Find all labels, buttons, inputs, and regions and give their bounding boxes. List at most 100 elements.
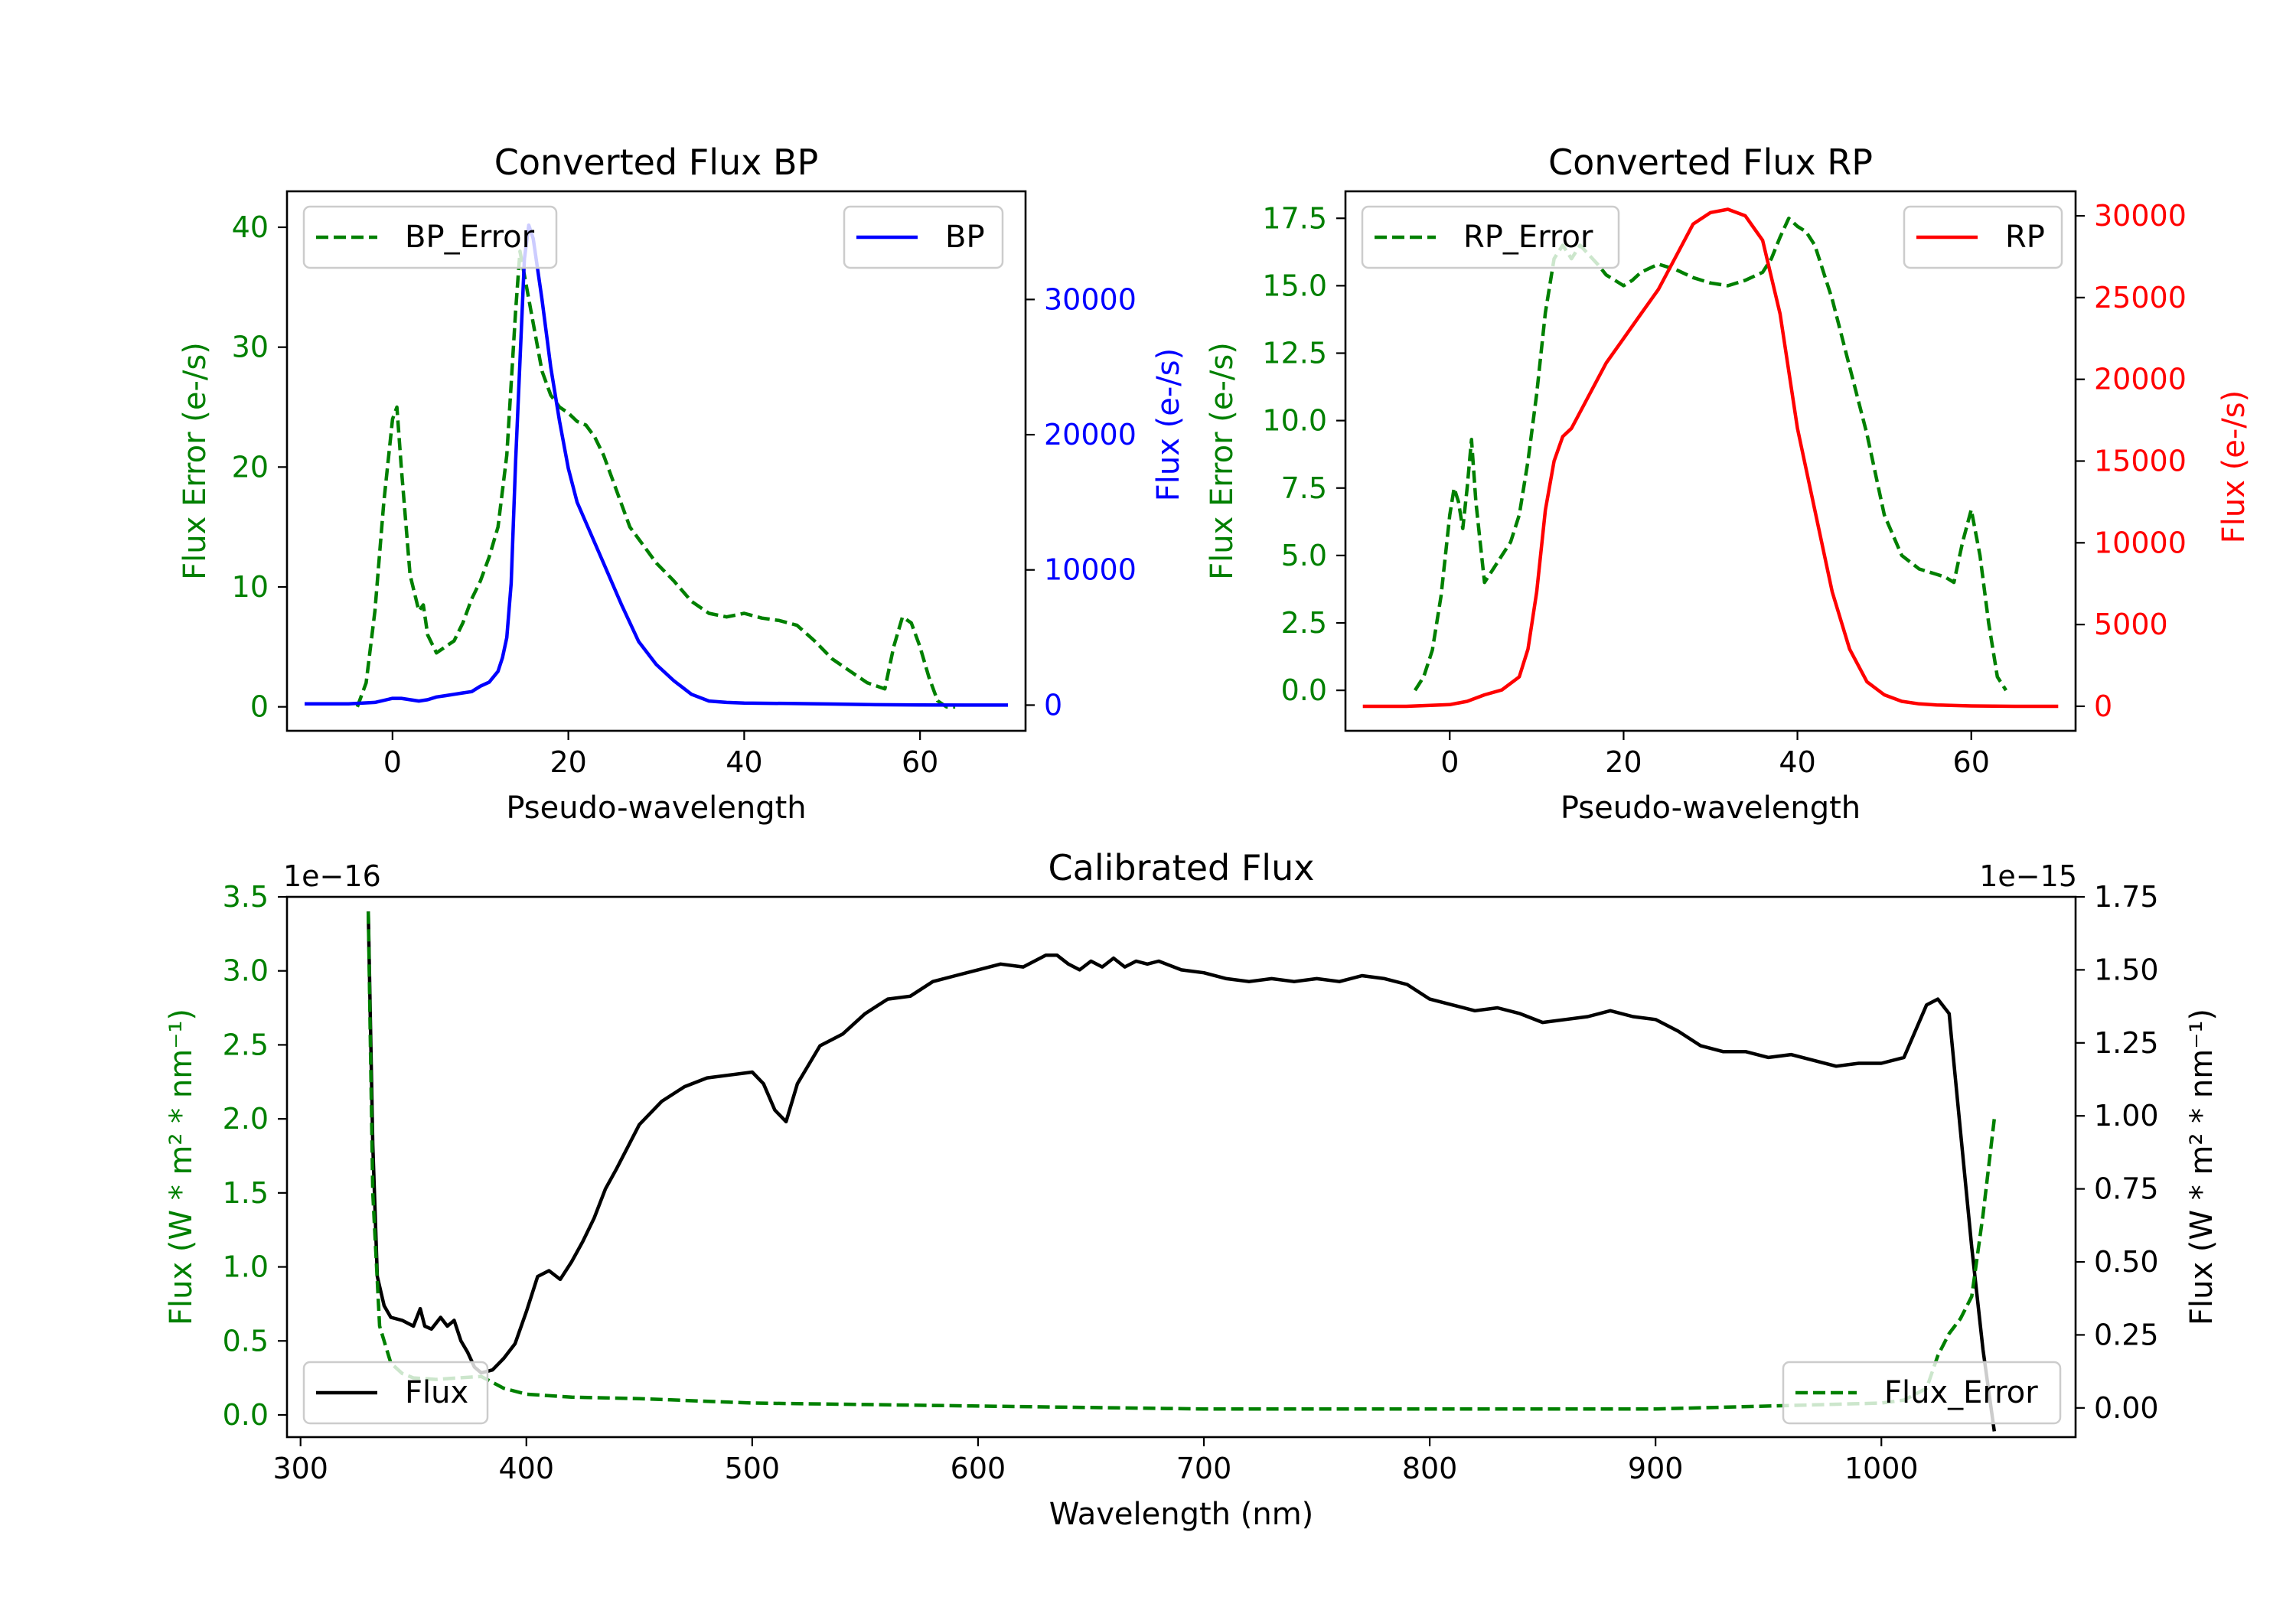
y-left-tick-label: 10 <box>232 570 269 604</box>
y-left-tick-label: 2.0 <box>223 1102 269 1136</box>
legend-label: BP_Error <box>405 220 535 255</box>
x-tick-label: 300 <box>272 1452 328 1485</box>
legend-box <box>843 205 1004 269</box>
y-right-axis-label: Flux (W * m² * nm⁻¹) <box>2184 1009 2219 1325</box>
y-left-tick-label: 0.0 <box>1281 673 1327 707</box>
y-right-tick-label: 0.75 <box>2094 1172 2159 1206</box>
y-left-tick-label: 3.5 <box>223 880 269 914</box>
y-right-tick-label: 10000 <box>1044 553 1137 587</box>
legend-label: Flux <box>405 1375 468 1410</box>
x-tick-label: 500 <box>725 1452 781 1485</box>
x-axis-label: Pseudo-wavelength <box>506 790 806 826</box>
y-right-tick-label: 15000 <box>2094 445 2187 478</box>
y-left-tick-label: 7.5 <box>1281 471 1327 505</box>
x-tick-label: 60 <box>902 745 938 779</box>
y-right-axis-label: Flux (e-/s) <box>1151 348 1186 501</box>
x-tick-label: 400 <box>499 1452 555 1485</box>
series-line-flux-error <box>366 911 1997 1411</box>
legend-label: Flux_Error <box>1884 1375 2038 1410</box>
y-left-tick-label: 2.5 <box>1281 606 1327 640</box>
y-left-tick-label: 0 <box>250 690 269 724</box>
y-left-tick-label: 1.0 <box>223 1250 269 1284</box>
y-left-tick-label: 20 <box>232 450 269 484</box>
y-right-tick-label: 30000 <box>1044 282 1137 316</box>
y-left-tick-label: 2.5 <box>223 1028 269 1061</box>
legend-box <box>1903 205 2063 269</box>
y-left-tick-label: 15.0 <box>1262 269 1327 302</box>
y-left-axis-label: Flux Error (e-/s) <box>1205 342 1240 580</box>
y-left-tick-label: 3.0 <box>223 954 269 988</box>
y-left-axis-label: Flux Error (e-/s) <box>178 342 213 580</box>
y-right-axis-label: Flux (e-/s) <box>2216 390 2252 543</box>
legend-label: RP <box>2005 220 2045 255</box>
x-tick-label: 40 <box>726 745 762 779</box>
y-right-tick-label: 5000 <box>2094 608 2168 641</box>
series-line-bp-error <box>355 249 956 709</box>
y-left-offset-label: 1e−16 <box>283 859 381 893</box>
y-right-tick-label: 20000 <box>2094 363 2187 396</box>
x-tick-label: 1000 <box>1844 1452 1919 1485</box>
legend-box <box>1361 205 1620 269</box>
series-line-rp <box>1362 207 2059 709</box>
y-left-tick-label: 12.5 <box>1262 337 1327 370</box>
y-left-tick-label: 17.5 <box>1262 201 1327 235</box>
legend-bp: BP <box>843 205 1004 269</box>
chart-bp: 0 20 40 60 0 10 20 30 40 0 10000 20000 30000 Converte… <box>178 142 1186 826</box>
y-left-tick-label: 40 <box>232 210 269 244</box>
legend-label: BP <box>945 220 985 255</box>
series-line-flux <box>366 911 1997 1432</box>
y-right-tick-label: 30000 <box>2094 199 2187 233</box>
y-right-tick-label: 20000 <box>1044 418 1137 451</box>
y-left-tick-label: 5.0 <box>1281 539 1327 572</box>
y-right-tick-label: 0 <box>2094 689 2112 723</box>
legend-rp: RP <box>1903 205 2063 269</box>
legend-flux-error: Flux_Error <box>1782 1361 2062 1425</box>
x-tick-label: 20 <box>550 745 586 779</box>
legend-flux: Flux <box>302 1361 489 1425</box>
x-tick-label: 600 <box>951 1452 1006 1485</box>
chart-title: Calibrated Flux <box>1049 847 1315 888</box>
y-right-tick-label: 0 <box>1044 688 1062 722</box>
legend-rp-error: RP_Error <box>1361 205 1620 269</box>
legend-box <box>302 205 558 269</box>
x-tick-label: 0 <box>383 745 402 779</box>
legend-label: RP_Error <box>1463 220 1593 255</box>
y-left-tick-label: 1.5 <box>223 1176 269 1210</box>
y-right-tick-label: 10000 <box>2094 526 2187 559</box>
y-left-tick-label: 10.0 <box>1262 404 1327 438</box>
y-right-tick-label: 25000 <box>2094 281 2187 315</box>
y-right-tick-label: 1.00 <box>2094 1099 2159 1133</box>
chart-title: Converted Flux RP <box>1548 142 1873 183</box>
x-tick-label: 20 <box>1605 745 1642 779</box>
x-tick-label: 900 <box>1628 1452 1684 1485</box>
chart-title: Converted Flux BP <box>494 142 819 183</box>
x-tick-label: 60 <box>1953 745 1990 779</box>
axes-frame <box>285 895 2077 1439</box>
series-line-bp <box>305 223 1008 707</box>
chart-rp: 0 20 40 60 0.0 2.5 5.0 7.5 10.0 12.5 15.0 17.5 0 5000… <box>1205 142 2252 826</box>
x-axis-label: Wavelength (nm) <box>1049 1497 1314 1532</box>
x-axis-label: Pseudo-wavelength <box>1561 790 1861 826</box>
y-right-offset-label: 1e−15 <box>1979 859 2077 893</box>
y-left-tick-label: 0.5 <box>223 1324 269 1358</box>
y-right-tick-label: 0.25 <box>2094 1318 2159 1351</box>
y-left-tick-label: 0.0 <box>223 1398 269 1432</box>
x-tick-label: 0 <box>1440 745 1459 779</box>
legend-box <box>1782 1361 2062 1425</box>
axes-frame <box>1344 190 2077 732</box>
y-right-tick-label: 0.50 <box>2094 1245 2159 1279</box>
y-right-tick-label: 1.25 <box>2094 1026 2159 1060</box>
series-line-rp-error <box>1414 217 2007 692</box>
x-tick-label: 800 <box>1402 1452 1458 1485</box>
axes-frame <box>285 190 1027 732</box>
chart-cal: 300 400 500 600 700 800 900 1000 0.0 0.5 1.0 1.5 2.0… <box>164 847 2219 1532</box>
x-tick-label: 40 <box>1779 745 1815 779</box>
legend-bp-error: BP_Error <box>302 205 558 269</box>
y-right-tick-label: 1.75 <box>2094 880 2159 914</box>
x-tick-label: 700 <box>1176 1452 1232 1485</box>
legend-box <box>302 1361 489 1425</box>
y-left-axis-label: Flux (W * m² * nm⁻¹) <box>164 1009 199 1325</box>
y-right-tick-label: 0.00 <box>2094 1391 2159 1425</box>
y-right-tick-label: 1.50 <box>2094 953 2159 986</box>
